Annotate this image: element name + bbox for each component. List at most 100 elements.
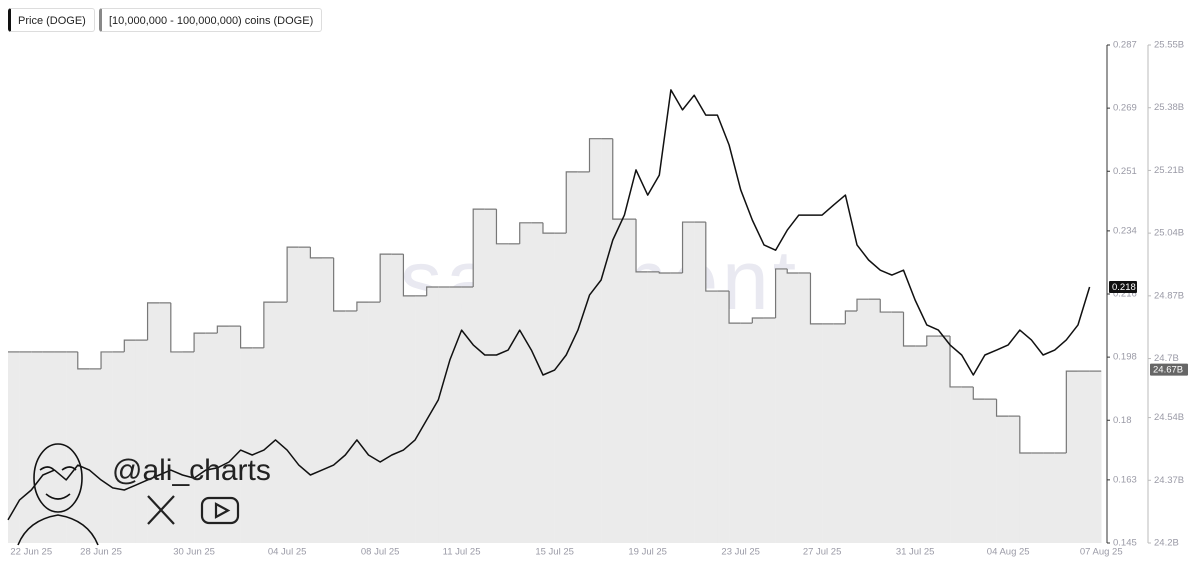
holders-step bbox=[902, 312, 916, 347]
holders-area bbox=[891, 312, 904, 543]
holders-step bbox=[286, 246, 299, 303]
holders-area bbox=[1019, 452, 1032, 543]
holders-area bbox=[984, 399, 997, 543]
holders-step bbox=[588, 138, 602, 172]
holders-area bbox=[368, 302, 381, 543]
holders-area bbox=[740, 323, 753, 543]
holders-step bbox=[240, 326, 253, 349]
holders-area bbox=[240, 347, 253, 543]
holders-area bbox=[310, 257, 323, 543]
holders-area bbox=[484, 209, 497, 543]
current-value-tag bbox=[1109, 280, 1137, 293]
holders-area bbox=[473, 209, 486, 543]
y2-tick-label: 25.21B bbox=[1154, 165, 1184, 176]
legend-item[interactable]: Price (DOGE) bbox=[8, 8, 95, 32]
holders-area bbox=[705, 291, 718, 543]
x-tick-label: 08 Jul 25 bbox=[361, 547, 400, 558]
holders-area bbox=[147, 302, 160, 543]
holders-step bbox=[193, 332, 206, 352]
holders-step bbox=[844, 310, 857, 324]
y-tick-label: 0.145 bbox=[1113, 538, 1137, 549]
holders-step bbox=[949, 336, 962, 388]
y-tick-label: 0.234 bbox=[1113, 225, 1137, 236]
holders-area bbox=[391, 254, 404, 543]
holders-area bbox=[612, 219, 625, 544]
holders-area bbox=[531, 222, 544, 543]
holders-area bbox=[624, 219, 637, 544]
x-tick-label: 07 Aug 25 bbox=[1080, 547, 1123, 558]
y-tick-label: 0.287 bbox=[1113, 40, 1137, 51]
y-tick-label: 0.198 bbox=[1113, 352, 1137, 363]
holders-step bbox=[681, 221, 695, 273]
holders-area bbox=[89, 368, 102, 543]
y-tick-label: 0.163 bbox=[1113, 474, 1137, 485]
holders-area bbox=[426, 286, 439, 543]
y2-tick-label: 24.87B bbox=[1154, 290, 1184, 301]
holders-area bbox=[659, 272, 672, 543]
holders-area bbox=[101, 351, 113, 543]
x-tick-label: 27 Jul 25 bbox=[803, 547, 842, 558]
holders-step bbox=[972, 386, 985, 400]
y-tick-label: 0.269 bbox=[1113, 103, 1137, 114]
holders-area bbox=[42, 351, 55, 543]
holders-area bbox=[275, 302, 288, 543]
holders-area bbox=[554, 233, 567, 543]
holders-area bbox=[1077, 371, 1090, 543]
y-tick-label: 0.18 bbox=[1113, 415, 1132, 426]
current-value-tag bbox=[1150, 363, 1188, 376]
x-tick-label: 04 Aug 25 bbox=[987, 547, 1030, 558]
holders-area bbox=[636, 271, 648, 543]
y2-tick-label: 24.37B bbox=[1154, 475, 1184, 486]
holders-step bbox=[472, 208, 485, 287]
holders-step bbox=[542, 222, 555, 234]
holders-area bbox=[287, 247, 300, 543]
x-tick-label: 22 Jun 25 bbox=[10, 547, 52, 558]
holders-area bbox=[194, 333, 207, 543]
holders-step bbox=[263, 301, 276, 348]
holders-step bbox=[635, 219, 648, 273]
holders-area bbox=[973, 399, 986, 543]
x-tick-label: 11 Jul 25 bbox=[443, 547, 481, 558]
y2-tick-label: 25.55B bbox=[1154, 40, 1184, 51]
holders-area bbox=[461, 286, 474, 543]
holders-area bbox=[1089, 371, 1102, 543]
holders-area bbox=[856, 299, 869, 543]
holders-area bbox=[205, 333, 218, 543]
holders-area bbox=[298, 247, 311, 543]
x-tick-label: 30 Jun 25 bbox=[173, 547, 215, 558]
holders-area bbox=[8, 351, 20, 543]
holders-step bbox=[123, 339, 136, 352]
holders-area bbox=[1043, 452, 1055, 543]
holders-area bbox=[124, 340, 137, 543]
legend-item[interactable]: [10,000,000 - 100,000,000) coins (DOGE) bbox=[99, 8, 323, 32]
y2-tick-label: 24.7B bbox=[1154, 353, 1179, 364]
x-tick-label: 31 Jul 25 bbox=[896, 547, 935, 558]
holders-area bbox=[833, 323, 846, 543]
holders-area bbox=[508, 243, 521, 543]
holders-step bbox=[786, 268, 799, 274]
holders-area bbox=[66, 351, 79, 543]
holders-area bbox=[438, 286, 451, 543]
holders-area bbox=[926, 336, 939, 543]
holders-step bbox=[379, 253, 392, 303]
current-value-label: 24.67B bbox=[1153, 365, 1183, 376]
holders-area bbox=[112, 351, 125, 543]
holders-area bbox=[170, 351, 183, 543]
holders-step bbox=[658, 271, 671, 274]
holders-area bbox=[938, 336, 951, 543]
social-icons bbox=[147, 495, 240, 525]
holders-area bbox=[135, 340, 148, 543]
holders-area bbox=[961, 386, 974, 543]
author-avatar bbox=[17, 443, 99, 546]
holders-area bbox=[729, 323, 741, 543]
holders-area bbox=[647, 271, 660, 543]
holders-step bbox=[495, 209, 509, 245]
holders-area bbox=[915, 346, 928, 543]
holders-step bbox=[1019, 416, 1032, 454]
holders-step bbox=[705, 222, 718, 292]
holders-step bbox=[356, 301, 369, 311]
holders-area bbox=[566, 171, 579, 544]
holders-area bbox=[601, 138, 614, 543]
y-tick-label: 0.251 bbox=[1113, 166, 1137, 177]
